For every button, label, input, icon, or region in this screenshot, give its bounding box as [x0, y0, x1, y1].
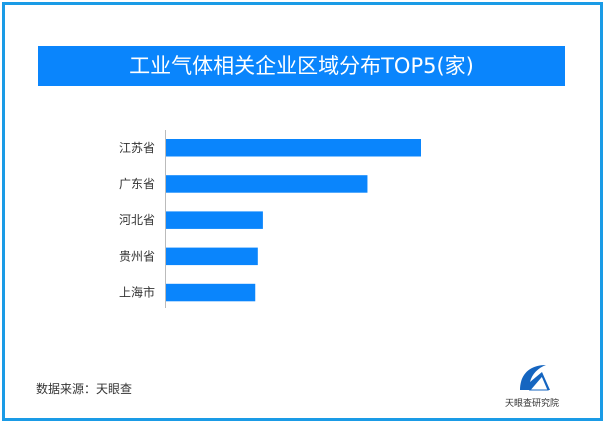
category-label: 贵州省 [119, 249, 155, 263]
category-label: 河北省 [119, 213, 155, 227]
logo-text: 天眼查研究院 [504, 399, 559, 409]
bar-0 [166, 139, 421, 157]
chart-title: 工业气体相关企业区域分布TOP5(家) [38, 46, 565, 86]
bar-4 [166, 283, 256, 302]
logo: 天眼查研究院 [505, 362, 560, 409]
bar-3 [166, 247, 258, 266]
data-source: 数据来源：天眼查 [36, 382, 133, 396]
bar-2 [166, 211, 263, 229]
logo-icon [520, 365, 550, 391]
category-label: 江苏省 [119, 141, 155, 155]
bar-1 [166, 175, 368, 193]
category-label: 广东省 [119, 177, 155, 191]
category-label: 上海市 [119, 285, 155, 300]
